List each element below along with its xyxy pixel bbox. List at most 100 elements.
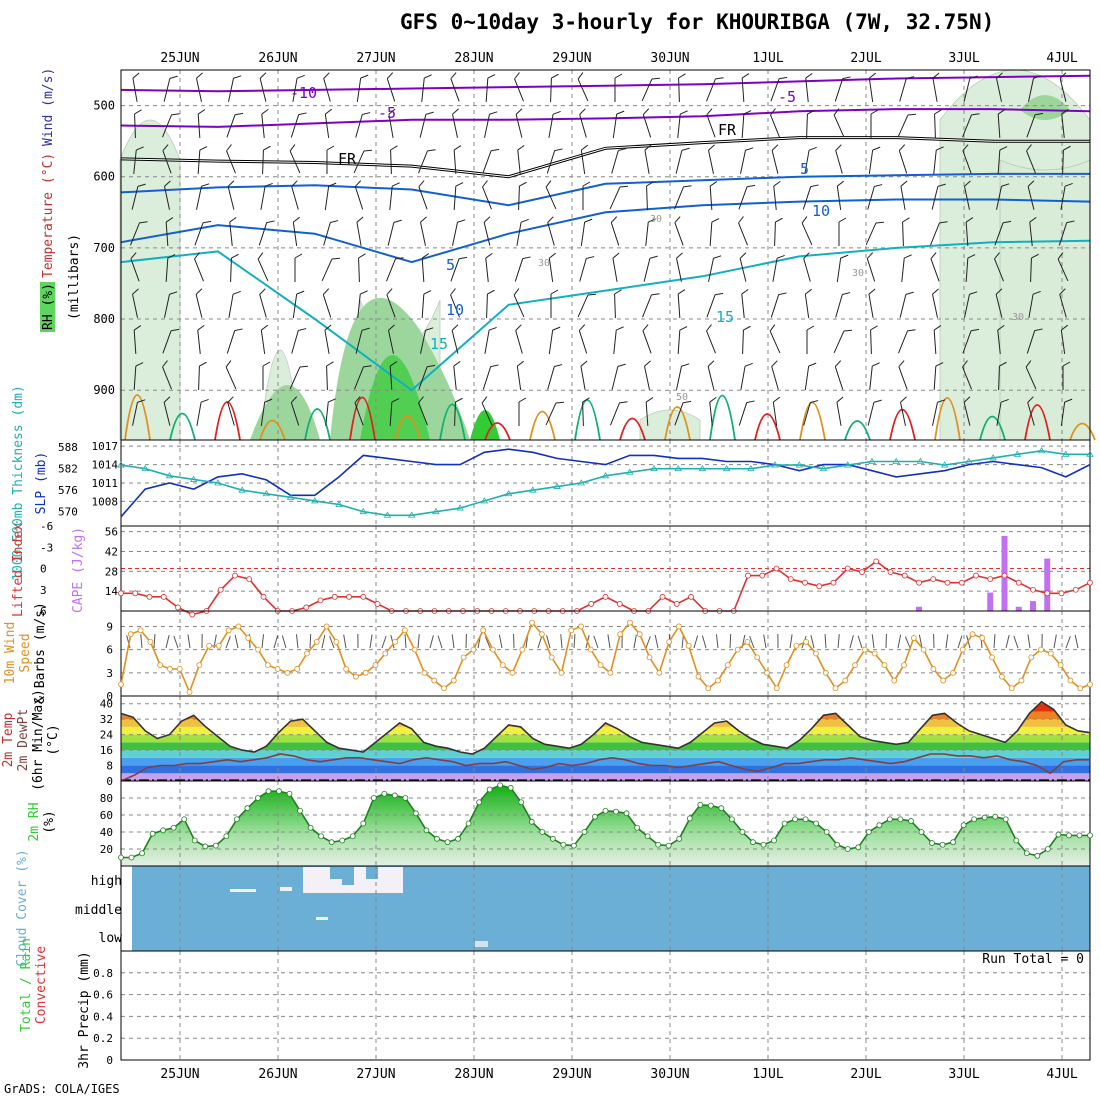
isotherm-low [214,401,241,441]
x-date-bottom: 26JUN [258,1067,297,1082]
wind-barb [580,218,593,246]
y-tick-right: 28 [105,565,118,578]
wind-barb [226,328,243,354]
lifted-index-line-point [759,572,766,579]
temp-band [121,734,1090,743]
wind-barb [484,326,497,354]
y-tick-left: 0 [106,775,113,788]
lifted-index-line-point [360,593,367,600]
side-label: 2m Temp 2m DewPt (6hr Min/Max) (°C) [1,689,61,791]
y-tick-label: 500 [93,99,115,113]
wind-speed-line-point [157,662,164,668]
rh-region [470,410,500,440]
rh2m-line-point [170,824,177,831]
wind-barb [836,396,844,426]
y-tick-left: low [99,931,123,946]
wind-barb [995,288,1003,318]
rh2m-line-point [286,790,293,797]
isotherm-5 [120,172,1090,207]
side-label: Lifted Index [11,523,26,617]
y-tick-left: 3 [106,667,113,680]
rh2m-line-point [1023,850,1030,857]
rh2m-line-point [413,810,419,817]
wind-barb [804,288,813,318]
ylabel-line: 2m Temp [1,712,16,767]
y-tick-left: 0 [40,563,47,576]
wind-barb [194,220,212,246]
wind-barb [996,183,1010,210]
isotherm-low [844,420,871,441]
rh-swatch [40,282,55,332]
wind-barb [741,110,752,139]
wind-speed-line-point [411,646,418,653]
rh2m-line-point [728,816,735,823]
wind-barb [258,220,275,246]
wind-barb [404,634,407,649]
wind-barb [323,72,331,102]
x-date-top: 25JUN [160,51,199,66]
wind-barb [514,256,531,282]
rh2m-line-point [434,835,440,842]
wind-barb [577,72,589,102]
wind-barb [741,288,749,318]
wind-barb [867,399,882,426]
wind-barb [560,634,563,649]
wind-barb [485,252,493,282]
rh2m-line-point [370,795,377,801]
ylabel-line: Speed [18,633,33,672]
lifted-index-line-point [374,601,381,607]
wind-speed-line-point [382,650,389,657]
wind-barb [868,72,877,102]
thickness-line-point [432,507,440,515]
wind-speed-line-point [362,669,369,676]
wind-barb [610,216,620,246]
wind-speed-line-point [421,669,428,676]
wind-barb [173,635,179,649]
y-tick-left: 0.6 [93,989,113,1002]
y-tick-left: high [91,874,122,889]
wind-barb [865,221,884,246]
ylabel-line: SLP (mb) [34,452,49,515]
wind-speed-line-point [460,654,467,661]
lifted-index-line-point [673,601,680,607]
wind-speed-line-point [832,685,839,692]
rh2m-line-point [381,790,388,797]
x-date-top: 30JUN [650,51,689,66]
wind-barb [994,220,1012,246]
wind-barb [389,182,400,210]
rh2m-line-point [181,816,188,823]
isotherm-15 [120,239,1091,392]
wind-speed-line-point [274,666,281,672]
wind-barb [451,324,459,354]
wind-barb [867,184,883,210]
wind-barb [437,635,443,649]
wind-barb [933,325,942,355]
rh2m-line-point [971,816,978,823]
wind-barb [420,216,427,246]
wind-barb [230,253,239,283]
thickness-line-point [674,464,682,472]
temp-band [121,742,1090,751]
wind-barb [1030,253,1039,283]
wind-barb [578,324,588,354]
lifted-index-line-point [887,569,894,575]
wind-barb [838,217,847,246]
wind-barb [997,109,1006,139]
wind-barb [1013,635,1019,649]
lifted-index-line-point [217,586,224,593]
wind-barb [418,364,436,390]
wind-barb [833,329,852,354]
thickness-line-point [553,482,561,489]
wind-barb [868,288,876,318]
wind-barb [933,362,944,391]
side-label: 2m RH (%) [27,802,57,841]
wind-barb [227,180,235,210]
ylabel-part: Wind (m/s) [41,68,56,146]
wind-barb [769,324,781,354]
rh2m-line-point [191,837,198,844]
wind-barb [898,144,908,174]
wind-speed-line-point [764,669,770,676]
thickness-line-point [650,464,658,472]
rh2m-line-point [1087,832,1093,839]
wind-speed-line-point [372,662,379,668]
